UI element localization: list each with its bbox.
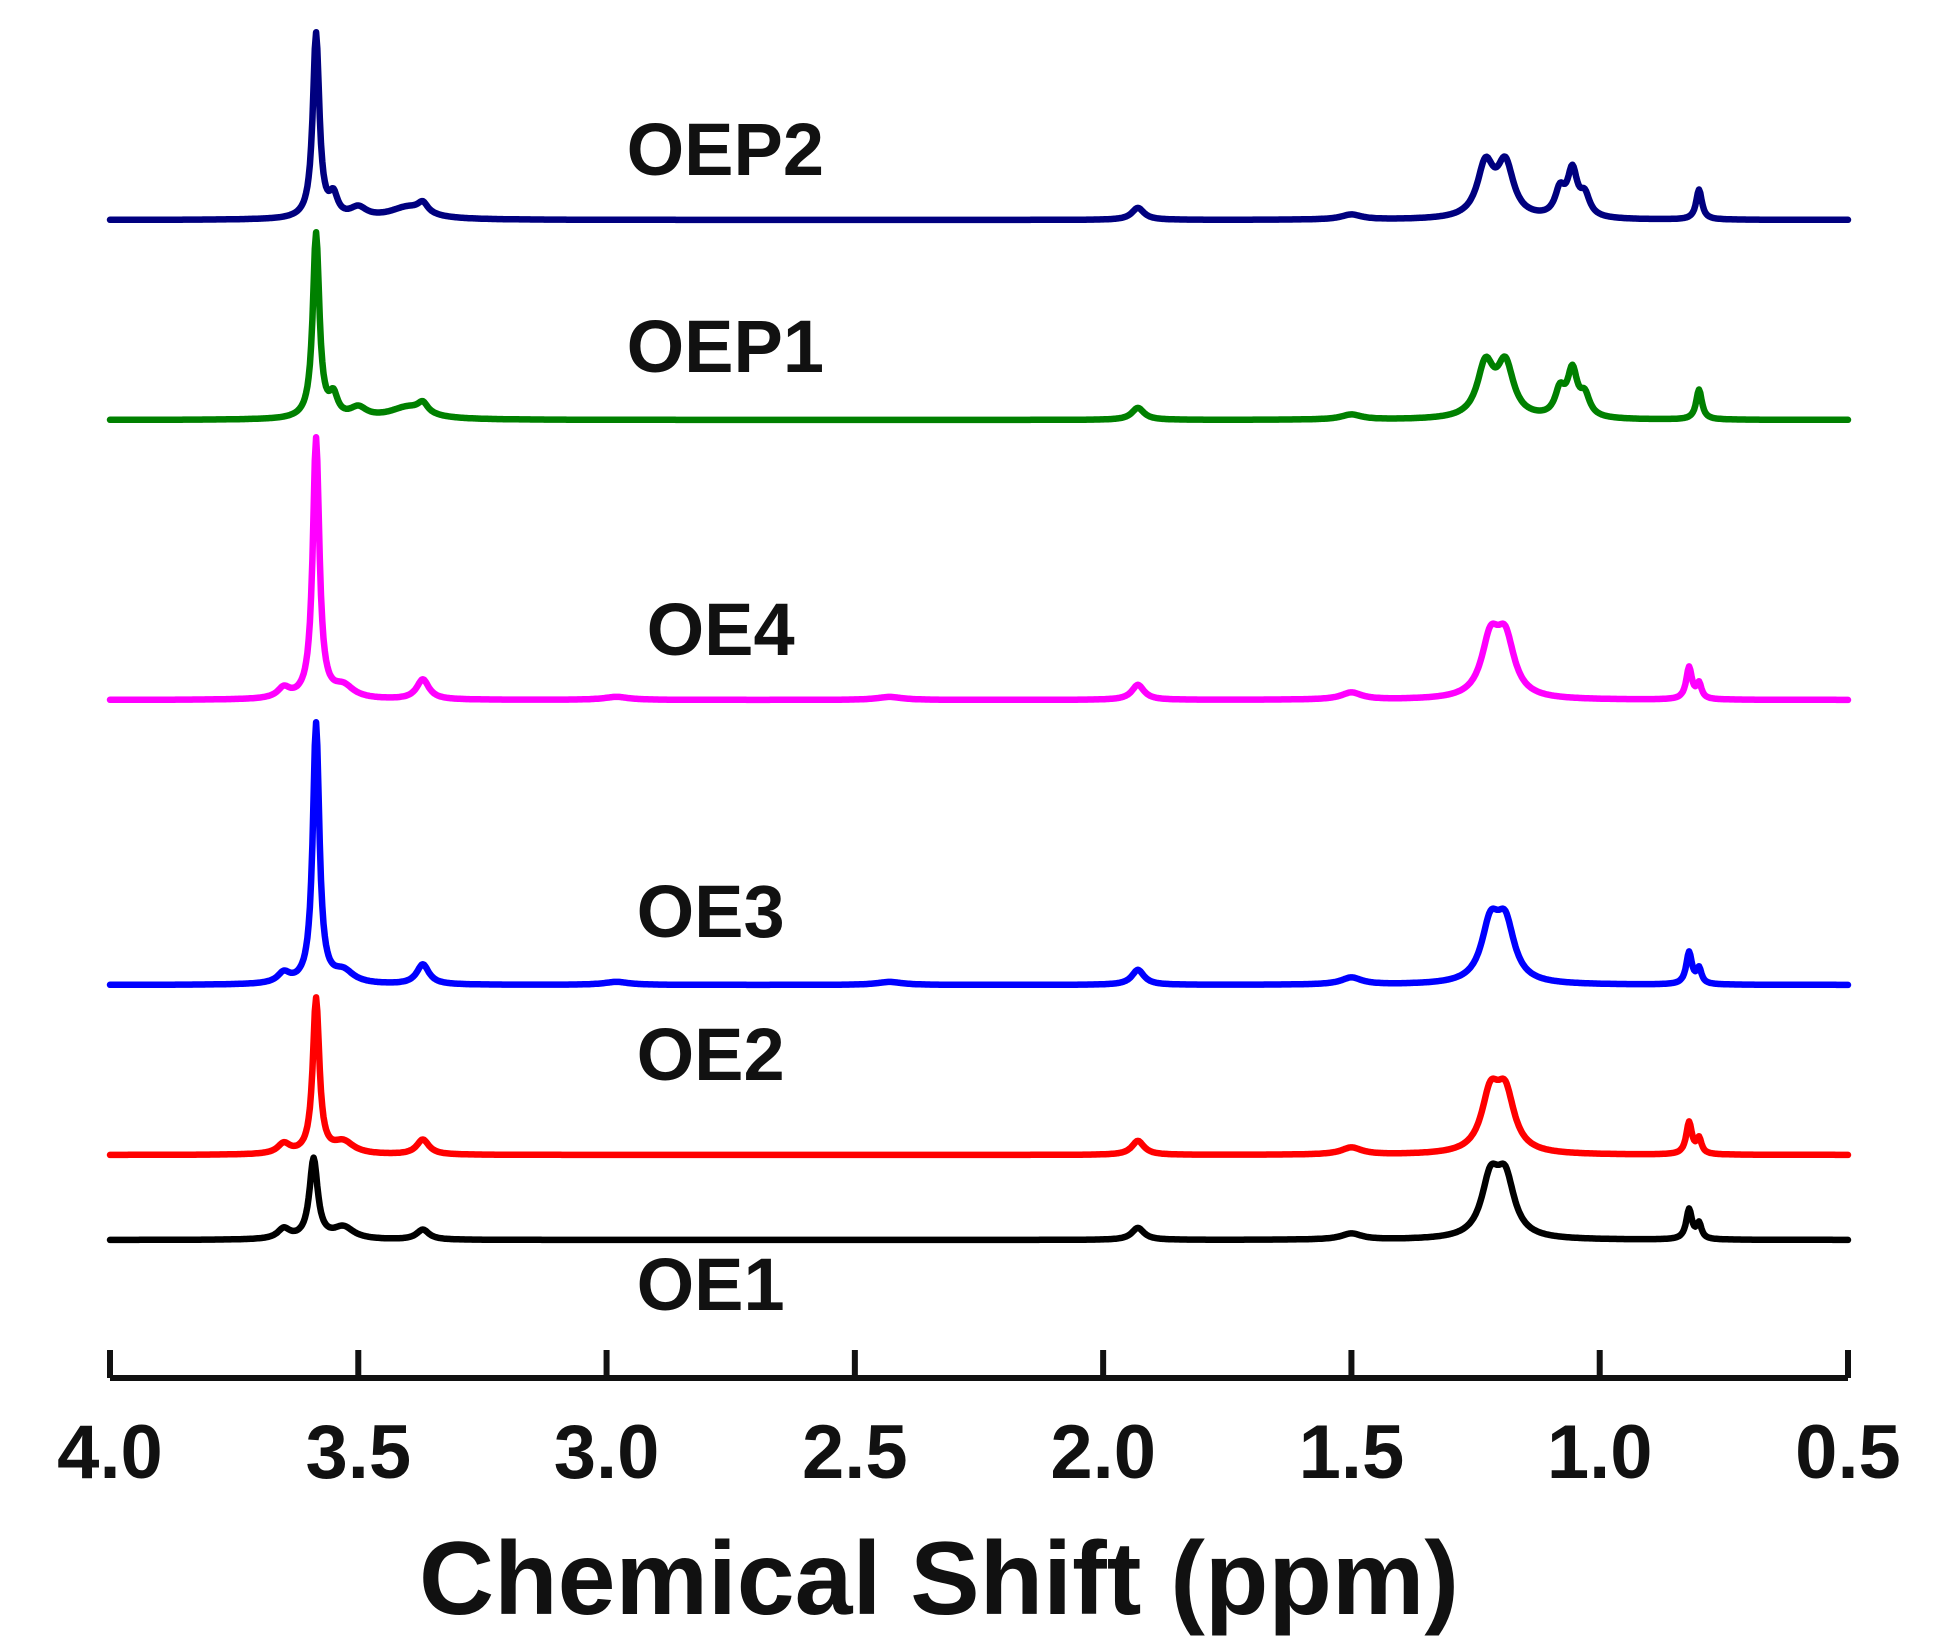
- x-tick-label-2.5: 2.5: [802, 1410, 908, 1495]
- x-tick-label-2.0: 2.0: [1050, 1410, 1156, 1495]
- series-label-oe4: OE4: [647, 588, 795, 671]
- x-tick-label-4.0: 4.0: [57, 1410, 163, 1495]
- x-axis-title: Chemical Shift (ppm): [419, 1521, 1459, 1637]
- series-line-oep2: [106, 29, 1852, 224]
- series-label-oe2: OE2: [637, 1013, 785, 1096]
- series-line-oep1: [106, 229, 1852, 424]
- x-tick-label-1.5: 1.5: [1299, 1410, 1405, 1495]
- series-label-oep1: OEP1: [627, 305, 824, 388]
- x-tick-label-0.5: 0.5: [1795, 1410, 1901, 1495]
- series-label-oep2: OEP2: [627, 108, 824, 191]
- series-line-oe3: [106, 719, 1852, 989]
- x-tick-label-3.0: 3.0: [554, 1410, 660, 1495]
- series-line-oe2: [106, 994, 1852, 1159]
- series-labels: OE1 OE2 OE3 OE4 OEP1 OEP2: [627, 108, 824, 1326]
- x-tick-label-3.5: 3.5: [305, 1410, 411, 1495]
- series-label-oe3: OE3: [637, 870, 785, 953]
- series-line-oe4: [106, 434, 1852, 704]
- spectra-group: [106, 29, 1852, 1244]
- x-axis: 4.0 3.5 3.0 2.5 2.0 1.5 1.0 0.5: [57, 1350, 1901, 1495]
- series-line-oe1: [106, 1154, 1852, 1244]
- series-label-oe1: OE1: [637, 1243, 785, 1326]
- x-tick-label-1.0: 1.0: [1547, 1410, 1653, 1495]
